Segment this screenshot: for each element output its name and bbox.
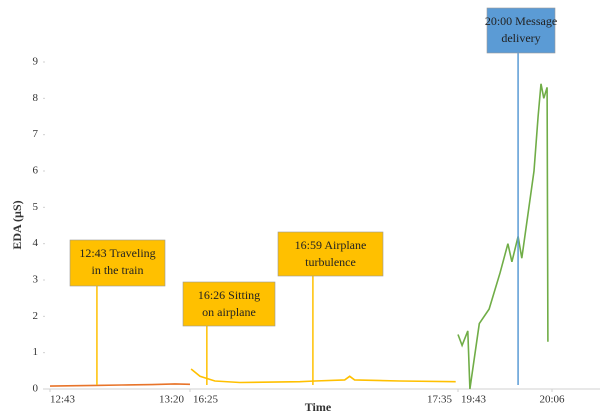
- y-tick-label: 4: [33, 237, 39, 249]
- y-tick-label: 3: [33, 274, 39, 286]
- eda-line: [457, 83, 549, 390]
- annotation-box: [486, 7, 556, 54]
- x-axis-label: Time: [305, 400, 332, 414]
- x-tick-label: 20:06: [539, 394, 565, 406]
- eda-line: [49, 383, 191, 387]
- annotation-text: turbulence: [305, 255, 356, 269]
- annotation-text: in the train: [92, 263, 144, 277]
- y-axis-label: EDA (µS): [10, 200, 24, 249]
- eda-line: [190, 368, 456, 384]
- annotation-text: on airplane: [202, 305, 256, 319]
- y-tick-label: 8: [33, 92, 39, 104]
- x-tick-label: 16:25: [193, 394, 219, 406]
- annotation-text: 16:59 Airplane: [295, 238, 367, 252]
- annotation-text: 16:26 Sitting: [198, 288, 260, 302]
- y-tick-label: 9: [33, 56, 39, 68]
- annotation-text: 12:43 Traveling: [79, 246, 155, 260]
- y-tick-label: 2: [33, 310, 39, 322]
- x-tick-label: 19:43: [461, 394, 487, 406]
- annotation-box: [277, 231, 384, 277]
- annotation-text: delivery: [501, 31, 540, 45]
- annotation-box: [182, 281, 276, 327]
- x-tick-label: 12:43: [50, 394, 76, 406]
- y-tick-label: 1: [33, 346, 39, 358]
- y-tick-label: 0: [33, 383, 39, 395]
- x-tick-label: 13:20: [159, 394, 185, 406]
- x-tick-label: 17:35: [427, 394, 453, 406]
- y-tick-label: 5: [33, 201, 39, 213]
- y-tick-label: 7: [33, 128, 39, 140]
- annotation-box: [69, 239, 166, 287]
- annotation-text: 20:00 Message: [485, 14, 557, 28]
- y-tick-label: 6: [33, 165, 39, 177]
